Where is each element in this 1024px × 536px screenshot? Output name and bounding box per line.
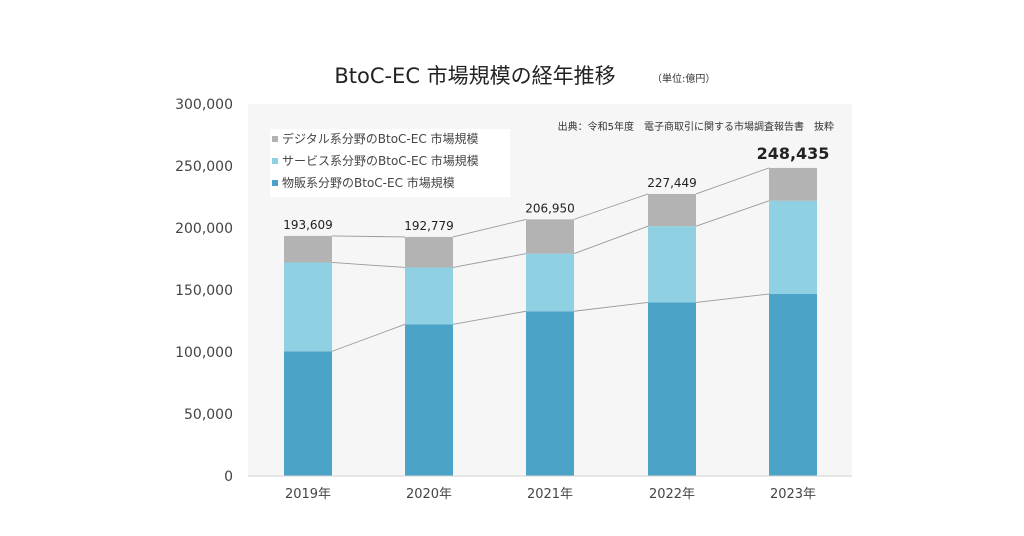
bar-segment [769,200,817,295]
x-tick-label: 2021年 [527,487,573,502]
y-tick-label: 100,000 [175,345,233,361]
total-labels: 193,609 192,779 206,950 227,449 248,435 [283,144,829,233]
y-tick-label: 200,000 [175,221,233,237]
bar-segment [526,311,574,476]
legend-box [270,129,510,197]
connector-line [331,262,406,268]
connector-line [573,225,649,255]
connector-line [452,310,527,325]
bar-segment [526,219,574,254]
connector-line [331,323,406,352]
connector-line [452,218,527,238]
bar-segment [526,253,574,312]
y-tick-label: 150,000 [175,283,233,299]
connector-line [695,200,770,227]
bar-segment [769,167,817,201]
connector-line [695,167,770,195]
connector-line [452,253,527,268]
y-tick-label: 50,000 [184,407,233,423]
legend-label: デジタル系分野のBtoC-EC 市場規模 [282,131,479,146]
bar-segment [284,235,332,263]
connector-lines [331,167,770,352]
total-label: 192,779 [404,219,454,233]
x-tick-label: 2019年 [285,487,331,502]
x-axis: 2019年 2020年 2021年 2022年 2023年 [285,487,816,502]
bar-segment [405,236,453,268]
connector-line [573,301,649,312]
bar-segment [648,302,696,476]
total-label: 193,609 [283,218,333,232]
bar-segment [405,324,453,476]
bar-segment [648,193,696,227]
legend-swatch [272,180,278,186]
legend-swatch [272,136,278,142]
connector-line [573,193,649,220]
chart-unit: （単位:億円） [652,72,715,85]
connector-line [695,293,770,303]
source-note: 出典：令和5年度 電子商取引に関する市場調査報告書 抜粋 [558,120,834,133]
total-label: 227,449 [647,176,697,190]
y-tick-label: 300,000 [175,97,233,113]
y-axis: 0 50,000 100,000 150,000 200,000 250,000 300,0… [175,97,233,485]
x-tick-label: 2023年 [770,487,816,502]
connector-line [331,235,406,238]
bar-segment [284,262,332,352]
y-tick-label: 0 [224,469,233,485]
bar-segment [405,267,453,325]
legend-swatch [272,158,278,164]
bars-group [284,167,817,476]
x-tick-label: 2020年 [406,487,452,502]
chart-title: BtoC-EC 市場規模の経年推移 [334,64,615,88]
legend-label: 物販系分野のBtoC-EC 市場規模 [282,175,455,190]
bar-segment [284,351,332,476]
bar-segment [769,294,817,476]
x-tick-label: 2022年 [649,487,695,502]
legend-label: サービス系分野のBtoC-EC 市場規模 [282,153,479,168]
bar-segment [648,226,696,303]
y-tick-label: 250,000 [175,159,233,175]
total-label: 206,950 [525,201,575,215]
total-label: 248,435 [757,144,830,163]
